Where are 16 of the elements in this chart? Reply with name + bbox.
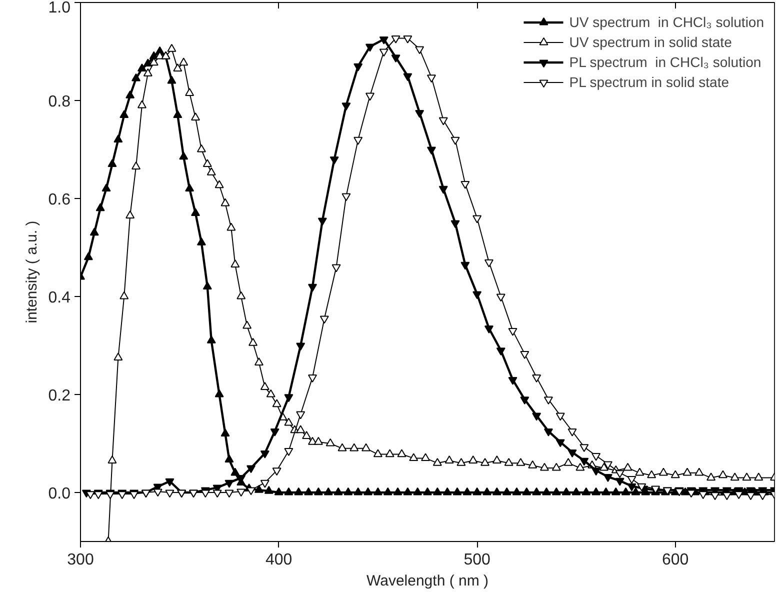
x-tick-label: 600 bbox=[662, 552, 689, 568]
y-tick-label: 0.8 bbox=[48, 94, 71, 110]
y-axis-title: intensity ( a.u. ) bbox=[23, 220, 40, 324]
x-tick-label: 500 bbox=[464, 552, 491, 568]
y-tick-label: 0.6 bbox=[48, 192, 71, 208]
x-tick-label: 300 bbox=[67, 552, 94, 568]
y-tick-label: 0.4 bbox=[48, 290, 71, 306]
x-axis-title: Wavelength ( nm ) bbox=[366, 572, 489, 590]
legend-label: PL spectrum in solid state bbox=[569, 74, 730, 90]
y-tick-label: 0.2 bbox=[48, 388, 71, 404]
legend-label: UV spectrum in solid state bbox=[569, 34, 732, 50]
legend-label: UV spectrum in CHCl₃ solution bbox=[569, 14, 764, 30]
legend-label: PL spectrum in CHCl₃ solution bbox=[569, 54, 762, 70]
y-tick-label: 0.0 bbox=[48, 486, 71, 502]
y-tick-label: 1.0 bbox=[48, 0, 71, 16]
x-tick-label: 400 bbox=[265, 552, 292, 568]
